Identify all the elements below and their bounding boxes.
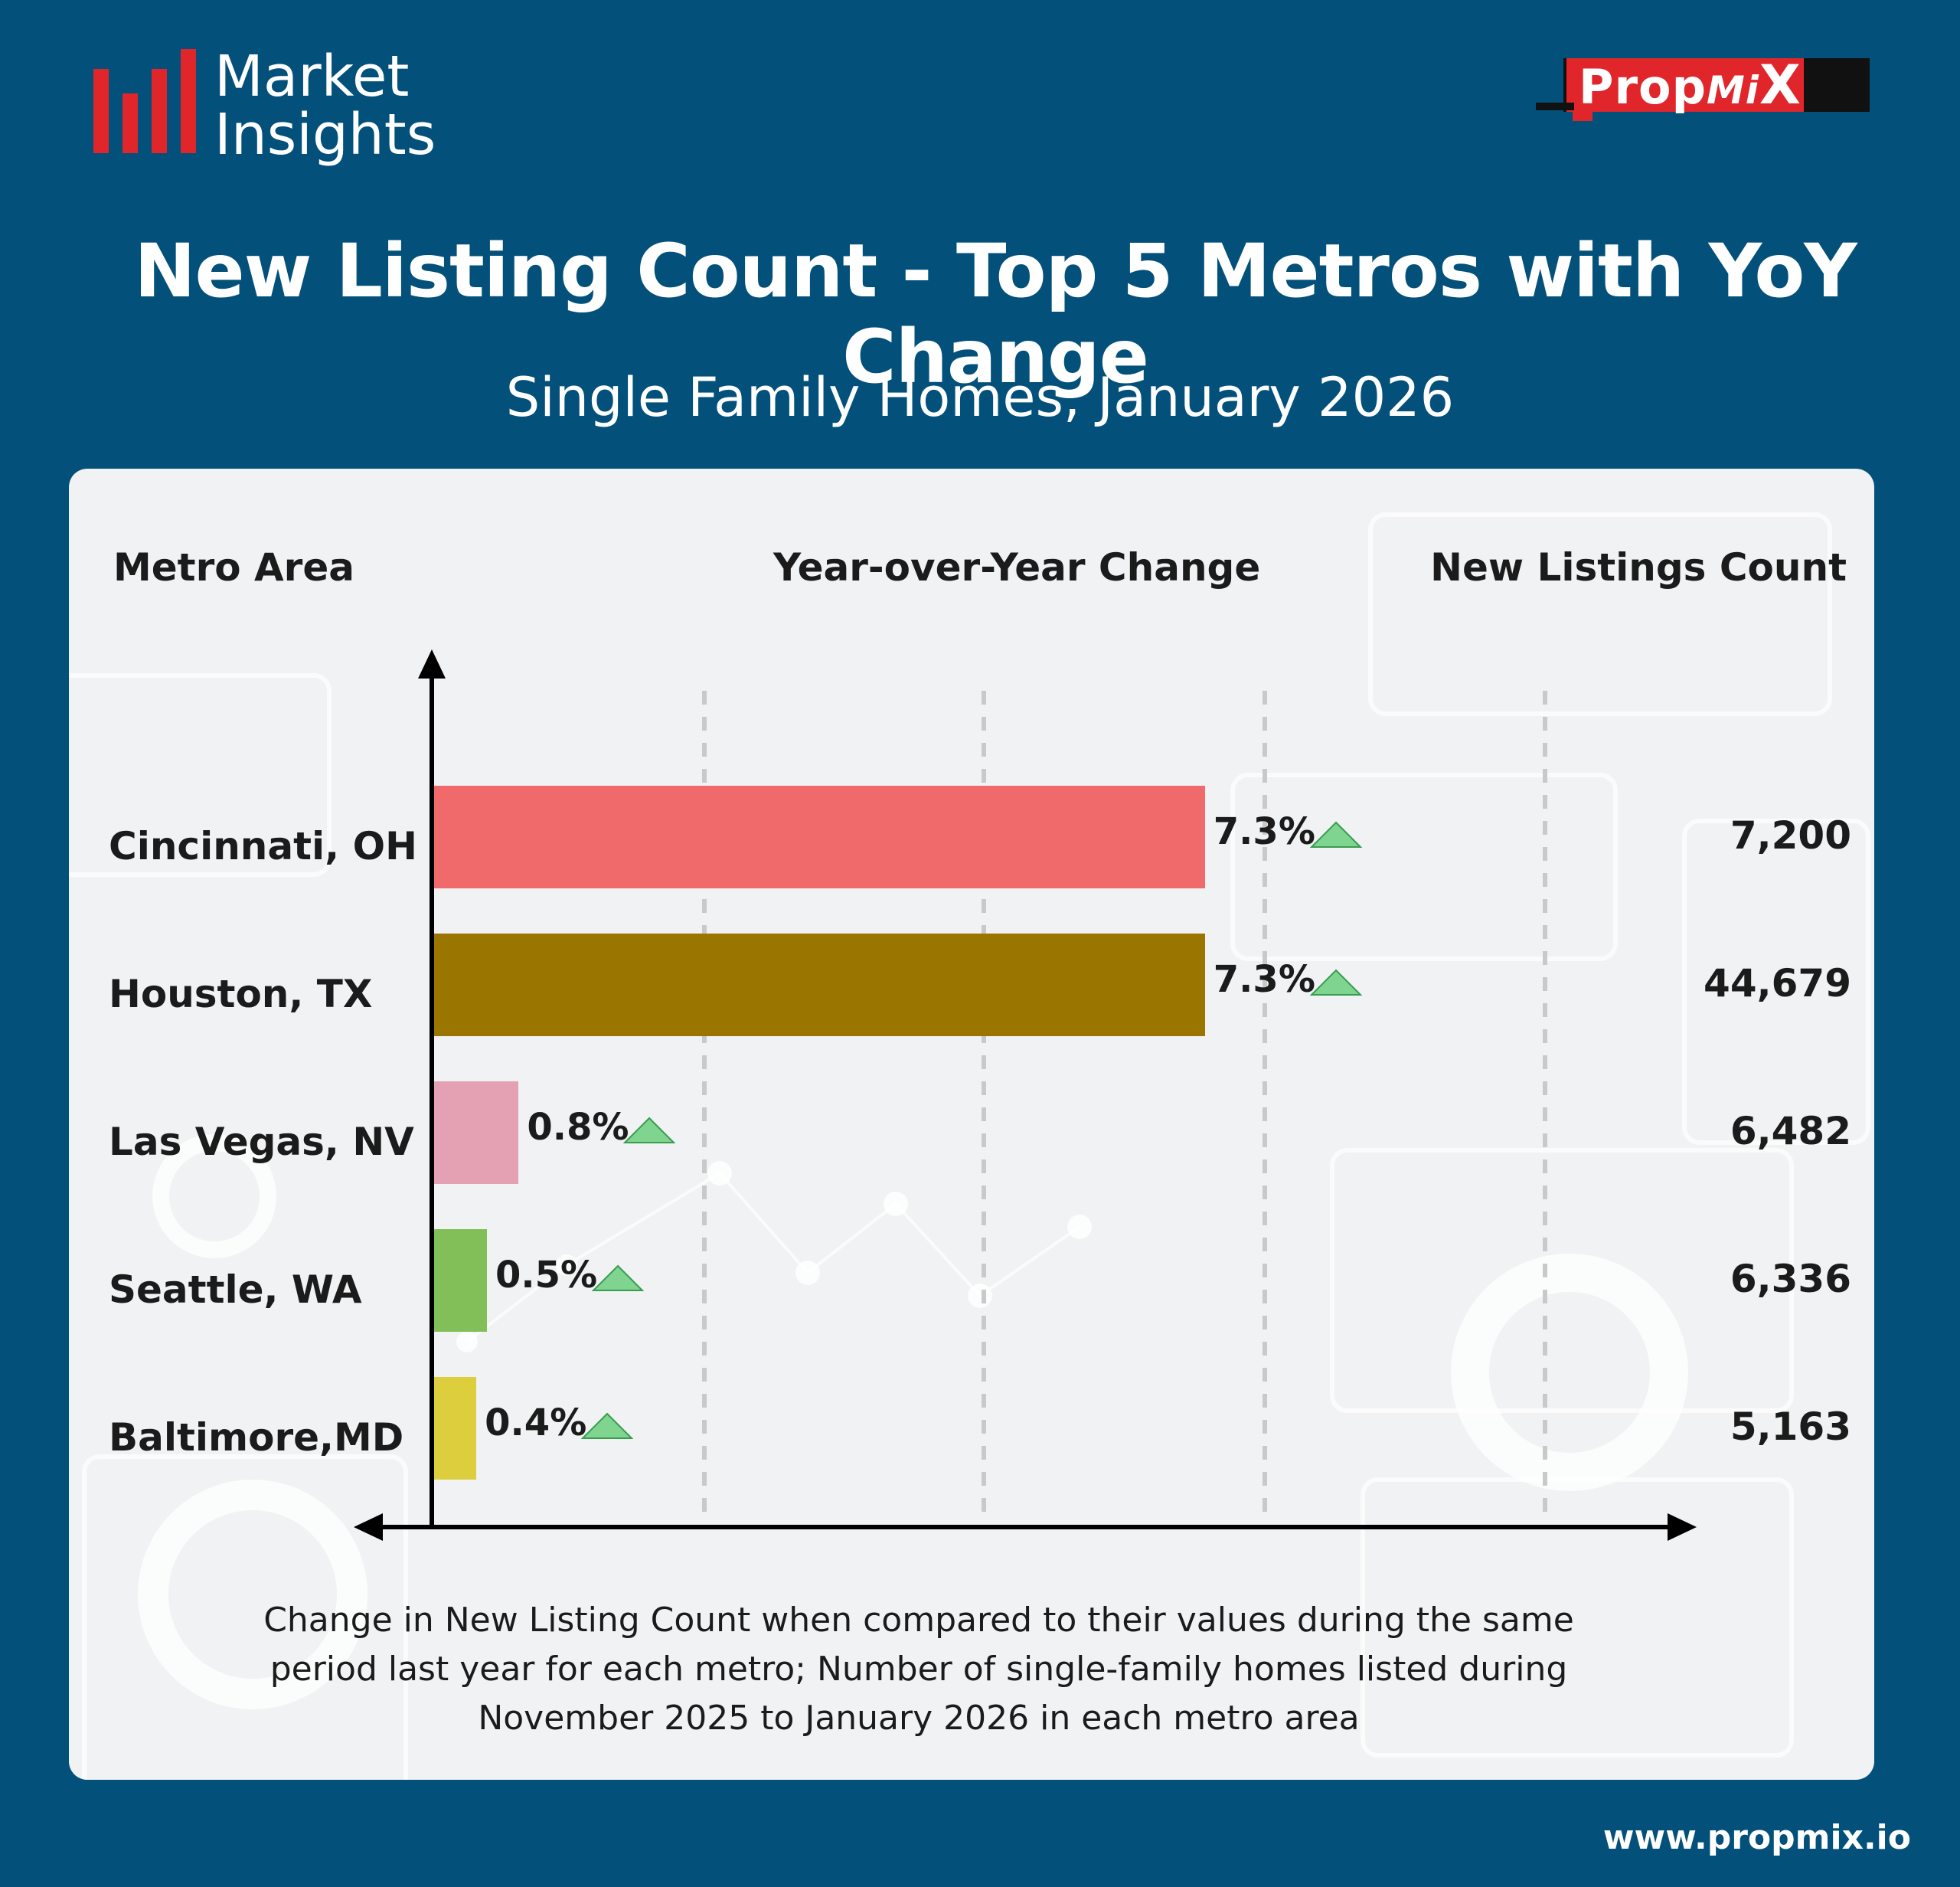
metro-label-1: Cincinnati, OH bbox=[109, 824, 417, 868]
listing-count-5: 5,163 bbox=[1730, 1405, 1851, 1449]
propmix-logo-x: X bbox=[1759, 54, 1802, 116]
brand-name: Market Insights bbox=[214, 47, 436, 164]
y-axis-arrow-icon bbox=[418, 649, 446, 679]
up-triangle-icon bbox=[591, 1264, 644, 1291]
listing-count-1: 7,200 bbox=[1730, 813, 1851, 858]
x-axis-right-arrow-icon bbox=[1668, 1513, 1697, 1541]
chart-subtitle: Single Family Homes, January 2026 bbox=[505, 366, 1455, 429]
bar-2 bbox=[434, 934, 1205, 1036]
up-triangle-icon bbox=[581, 1412, 634, 1439]
value-label-1: 7.3% bbox=[1213, 810, 1315, 853]
brand-line-2: Insights bbox=[214, 102, 436, 168]
metro-label-3: Las Vegas, NV bbox=[109, 1120, 414, 1164]
bar-4 bbox=[434, 1229, 487, 1332]
website-url[interactable]: www.propmix.io bbox=[1602, 1818, 1911, 1857]
propmix-logo: PropMiX bbox=[1536, 57, 1870, 121]
value-label-4: 0.5% bbox=[495, 1254, 598, 1297]
listing-count-3: 6,482 bbox=[1730, 1109, 1851, 1153]
background-decoration bbox=[69, 512, 1870, 1780]
column-header-count: New Listings Count bbox=[1430, 545, 1847, 590]
bar-1 bbox=[434, 786, 1205, 888]
x-axis-left-arrow-icon bbox=[354, 1513, 383, 1541]
column-header-yoy: Year-over-Year Change bbox=[773, 545, 1261, 590]
listing-count-4: 6,336 bbox=[1730, 1257, 1851, 1301]
metro-label-4: Seattle, WA bbox=[109, 1267, 362, 1312]
up-triangle-icon bbox=[1309, 969, 1362, 996]
listing-count-2: 44,679 bbox=[1704, 961, 1851, 1006]
bar-chart-logo-icon bbox=[93, 49, 196, 153]
chart-card: Metro Area Year-over-Year Change New Lis… bbox=[69, 469, 1874, 1780]
metro-label-2: Houston, TX bbox=[109, 972, 373, 1016]
propmix-logo-prop: Prop bbox=[1579, 59, 1707, 115]
brand-line-1: Market bbox=[214, 44, 410, 110]
up-triangle-icon bbox=[1309, 821, 1362, 848]
value-label-2: 7.3% bbox=[1213, 958, 1315, 1001]
value-label-3: 0.8% bbox=[527, 1106, 629, 1149]
propmix-logo-mi: Mi bbox=[1707, 68, 1759, 113]
column-header-metro: Metro Area bbox=[113, 545, 354, 590]
metro-label-5: Baltimore,MD bbox=[109, 1415, 404, 1460]
bar-3 bbox=[434, 1081, 519, 1184]
bar-5 bbox=[434, 1377, 477, 1480]
chart-caption: Change in New Listing Count when compare… bbox=[263, 1601, 1574, 1738]
up-triangle-icon bbox=[623, 1117, 676, 1143]
chart-title: New Listing Count - Top 5 Metros with Yo… bbox=[134, 228, 1857, 400]
value-label-5: 0.4% bbox=[485, 1401, 587, 1444]
